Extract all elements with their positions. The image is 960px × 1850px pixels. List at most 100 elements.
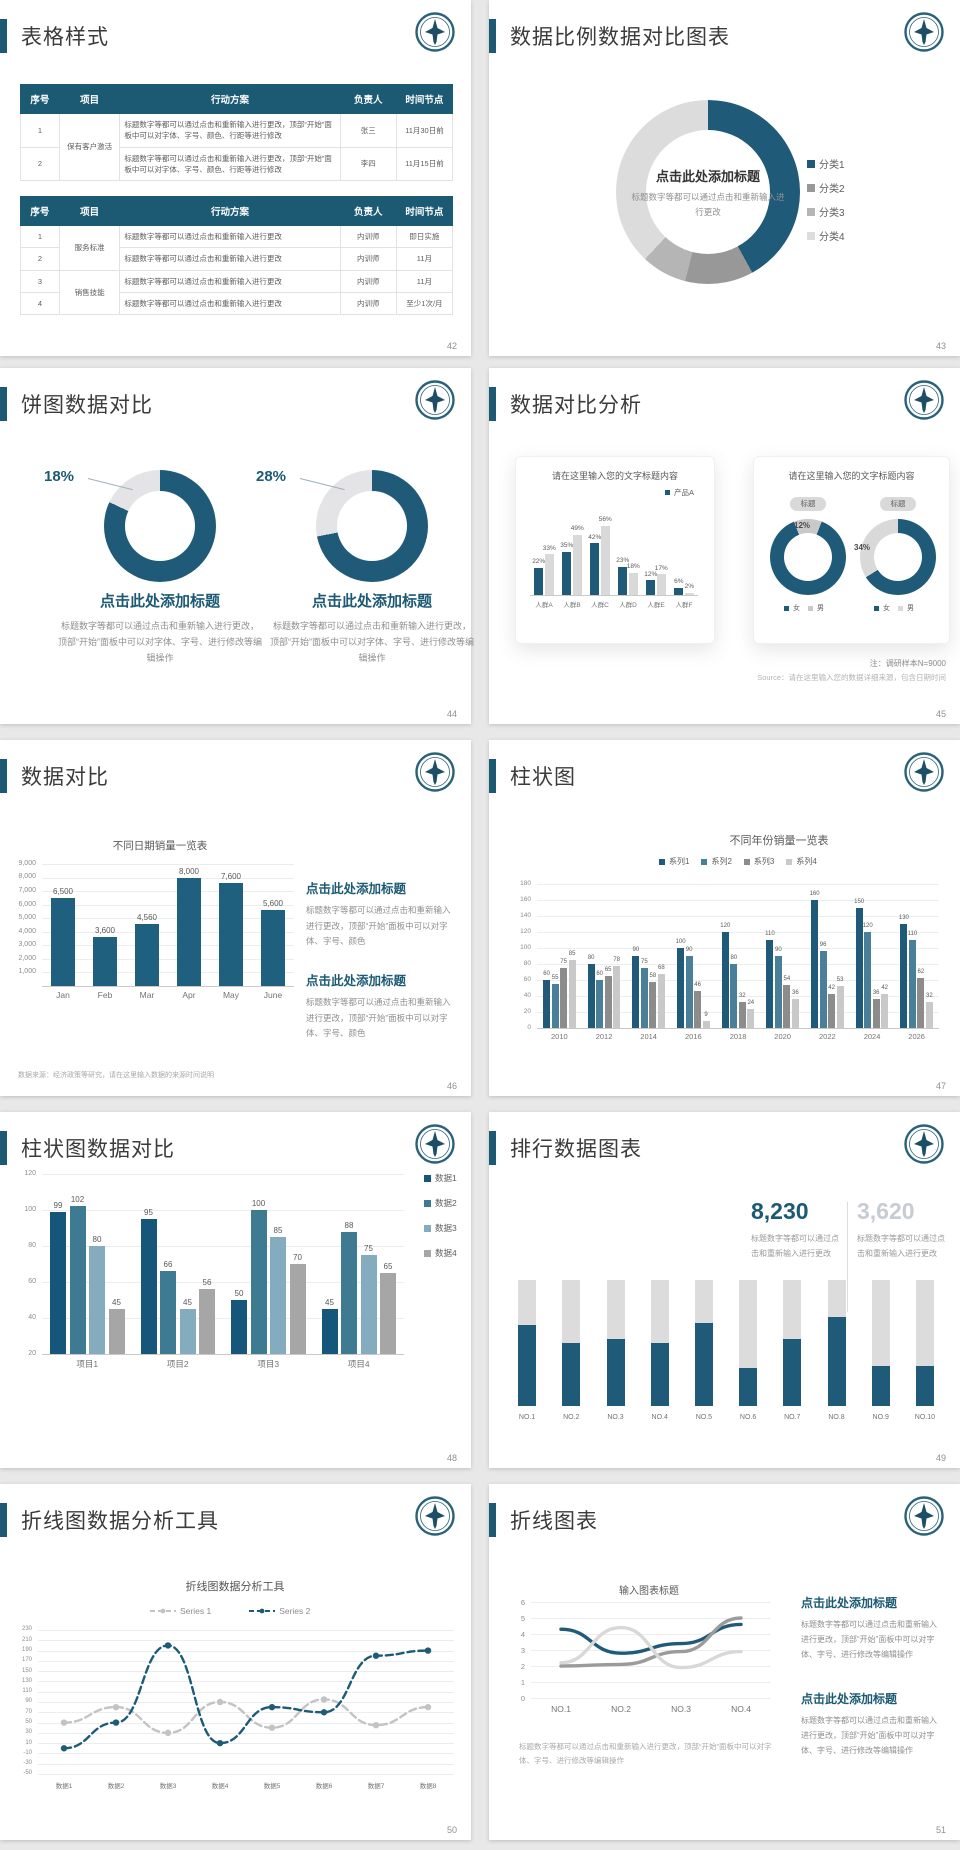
ytl: 9,000 — [18, 859, 36, 867]
bar — [231, 1300, 247, 1354]
ytl: 8,000 — [18, 873, 36, 881]
bar — [900, 924, 908, 1028]
logo-icon — [415, 752, 455, 792]
caption-body: 标题数字等都可以通过点击和重新输入进行更改，顶部“开始”面板中可以对字体、字号、… — [306, 905, 451, 947]
legend-marker — [424, 1174, 431, 1182]
logo-badge — [415, 12, 455, 52]
table-cell: 2 — [20, 146, 60, 181]
ytl: 140 — [520, 912, 531, 920]
slide-compare-analysis[interactable]: 数据对比分析 请在这里输入您的文字标题内容 产品A 22% 33% 人群A 35% 49… — [489, 368, 960, 724]
legend-item: 女 — [784, 603, 800, 613]
slide-table-styles[interactable]: 表格样式 序号 项目 行动方案 负责人 时间节点 1 保有客户激活 标题数字等都可以通过点击和… — [0, 0, 471, 356]
xlab: 项目2 — [166, 1359, 189, 1369]
ytl: 1 — [520, 1677, 525, 1687]
action-table-1: 序号 项目 行动方案 负责人 时间节点 1 保有客户激活 标题数字等都可以通过点击和重新输入进… — [20, 84, 454, 181]
blab: 55 — [551, 975, 559, 981]
grid — [537, 916, 939, 917]
bar — [160, 1271, 176, 1354]
slide-data-compare[interactable]: 数据对比 不同日期销量一览表 9,000 8,000 7,000 6,000 5,000… — [0, 740, 471, 1096]
xlab: 数据1 — [55, 1783, 73, 1790]
donut-center-text: 点击此处添加标题 标题数字等都可以通过点击和重新输入进行更改 — [628, 166, 788, 221]
blab: 90 — [775, 947, 782, 953]
slide-line-analysis[interactable]: 折线图数据分析工具 折线图数据分析工具 Series 1 Series 2 230… — [0, 1484, 471, 1840]
blab: 42 — [828, 985, 835, 992]
grid — [531, 1618, 771, 1619]
chart-title: 不同日期销量一览表 — [112, 840, 208, 852]
bar — [179, 1309, 196, 1354]
bar — [534, 567, 544, 595]
stats-panel: 8,230 标题数字等都可以通过点击和重新输入进行更改 3,620 标题数字等都… — [751, 1198, 949, 1318]
data-table: 序号 项目 行动方案 负责人 时间节点 1 保有客户激活 标题数字等都可以通过点击和重新输入进… — [20, 84, 454, 181]
slide-ranking-chart[interactable]: 排行数据图表 8,230 标题数字等都可以通过点击和重新输入进行更改 3,620… — [489, 1112, 960, 1468]
fill — [739, 1368, 758, 1406]
legend-item: 男 — [808, 603, 824, 613]
slide-line-chart[interactable]: 折线图表 输入图表标题 6 5 4 3 2 1 0 NO.1 NO.2 NO.3 NO.4 标题数字… — [489, 1484, 960, 1840]
xlab: 数据4 — [211, 1783, 229, 1790]
blab: 32 — [926, 993, 933, 1000]
donut-chart-28 — [316, 470, 428, 582]
bar — [811, 900, 819, 1028]
bar — [544, 554, 554, 595]
slide-bar-compare[interactable]: 柱状图数据对比 120 100 80 60 40 20 99 102 80 45 项目1 95 66 45… — [0, 1112, 471, 1468]
ytl: 160 — [520, 896, 531, 904]
slide-bar-chart[interactable]: 柱状图 不同年份销量一览表 系列1 系列2 系列3 系列4 180 160 140 120 1… — [489, 740, 960, 1096]
grid — [42, 1174, 404, 1175]
bar — [51, 897, 75, 986]
grid — [38, 1763, 454, 1765]
ranking-column-chart: NO.1 NO.2 NO.3 NO.4 NO.5 NO.6 NO.7 NO.8 NO.9 NO.1… — [505, 1276, 947, 1426]
xlab: NO.3 — [607, 1414, 624, 1421]
legend-marker — [874, 605, 879, 611]
stat-desc: 标题数字等都可以通过点击和重新输入进行更改 — [751, 1234, 839, 1259]
blab: 68 — [658, 964, 665, 971]
blab: 100 — [251, 1199, 266, 1208]
blab: 75 — [641, 959, 648, 965]
series-legend: Series 1 Series 2 — [150, 1606, 348, 1616]
ytl: -10 — [23, 1749, 32, 1756]
logo-icon — [415, 12, 455, 52]
xlab: 人群C — [591, 602, 609, 609]
donut-chart — [616, 100, 800, 284]
grid — [42, 1210, 404, 1211]
bar — [836, 985, 844, 1028]
grid — [537, 980, 939, 981]
page-number: 48 — [446, 1453, 457, 1463]
legend-marker — [808, 605, 813, 611]
bar — [590, 543, 600, 595]
card-title: 请在这里输入您的文字标题内容 — [788, 471, 915, 481]
bar — [613, 965, 621, 1028]
blab: 110 — [907, 931, 918, 937]
table-cell: 李四 — [339, 146, 397, 181]
table-cell: 1 — [20, 224, 60, 249]
donut-hole — [646, 130, 770, 254]
blab: 18% — [626, 563, 640, 571]
legend-item: 数据1 — [424, 1172, 457, 1184]
legend-marker — [743, 858, 750, 865]
line-chart-svg — [559, 1616, 743, 1670]
title-accent-bar — [0, 387, 7, 421]
fill — [871, 1365, 890, 1406]
blab: 22% — [532, 558, 546, 566]
slide-donut-ratio[interactable]: 数据比例数据对比图表 点击此处添加标题 标题数字等都可以通过点击和重新输入进行更… — [489, 0, 960, 356]
table-cell: 保有客户激活 — [58, 113, 121, 181]
grid — [537, 932, 939, 933]
blab: 42% — [588, 533, 602, 541]
bar — [600, 525, 610, 595]
legend-item: 分类3 — [807, 204, 845, 219]
slide-title: 柱状图数据对比 — [21, 1138, 175, 1161]
caption-body: 标题数字等都可以通过点击和重新输入进行更改，顶部“开始”面板中可以对字体、字号、… — [306, 997, 451, 1039]
donut-hole — [337, 491, 407, 561]
slide-pie-compare[interactable]: 饼图数据对比 18% 28% 点击此处添加标题 标题数字等都可以通过点击和重新输… — [0, 368, 474, 724]
track — [783, 1280, 802, 1406]
xlab: NO.8 — [828, 1414, 845, 1421]
blab: 120 — [720, 923, 731, 929]
xlab: 2022 — [819, 1032, 836, 1041]
blab: 75 — [560, 959, 567, 965]
table-cell: 内训师 — [339, 269, 397, 293]
blab: 80 — [730, 955, 738, 961]
ytl: 7,000 — [18, 886, 36, 894]
grid — [38, 1774, 454, 1775]
bar — [730, 964, 738, 1028]
bar — [819, 951, 827, 1028]
ytl: 100 — [24, 1205, 36, 1213]
bar — [568, 960, 576, 1028]
